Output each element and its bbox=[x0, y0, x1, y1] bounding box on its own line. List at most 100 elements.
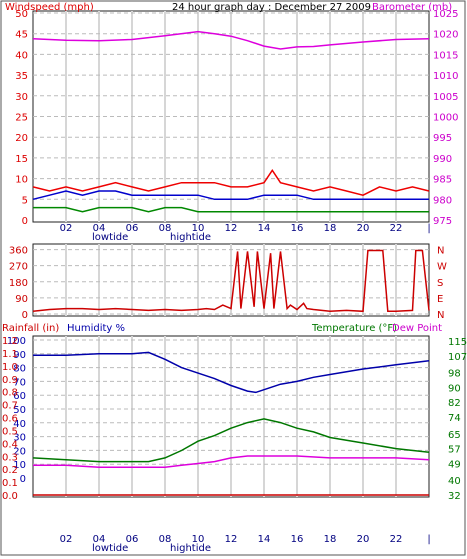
series-line-dew-point bbox=[33, 455, 430, 468]
temperature-tick-label: 82 bbox=[448, 398, 461, 409]
x-tick-label: 04 bbox=[93, 534, 106, 545]
x-tick-label: 18 bbox=[324, 223, 337, 234]
right-tick-label: 1010 bbox=[433, 71, 458, 82]
compass-tick-label: W bbox=[437, 262, 447, 273]
tide-label-low: lowtide bbox=[92, 232, 128, 243]
compass-tick-label: N bbox=[437, 310, 444, 321]
x-tick-label: 04 bbox=[93, 223, 106, 234]
left-tick-label: 25 bbox=[15, 113, 28, 124]
humidity-tick-label: 90 bbox=[13, 350, 26, 361]
humidity-tick-label: 30 bbox=[13, 433, 26, 444]
left-tick-label: 360 bbox=[9, 246, 28, 257]
x-tick-label: 08 bbox=[159, 534, 172, 545]
x-tick-label: 22 bbox=[390, 223, 403, 234]
left-tick-label: 15 bbox=[15, 154, 28, 165]
humidity-tick-label: 80 bbox=[13, 364, 26, 375]
temperature-tick-label: 49 bbox=[448, 459, 461, 470]
rainfall-tick-label: 1.1 bbox=[2, 349, 18, 360]
x-tick-label: | bbox=[427, 534, 430, 545]
temperature-tick-label: 115 bbox=[448, 337, 467, 348]
rainfall-tick-label: 0.0 bbox=[2, 491, 18, 502]
left-tick-label: 30 bbox=[15, 92, 28, 103]
right-tick-label: 1005 bbox=[433, 92, 458, 103]
rainfall-tick-label: 0.6 bbox=[2, 414, 18, 425]
right-tick-label: 980 bbox=[433, 195, 452, 206]
x-tick-label: 08 bbox=[159, 223, 172, 234]
humidity-tick-label: 70 bbox=[13, 377, 26, 388]
temperature-tick-label: 98 bbox=[448, 369, 461, 380]
temperature-tick-label: 40 bbox=[448, 476, 461, 487]
right-tick-label: 975 bbox=[433, 216, 452, 227]
compass-tick-label: E bbox=[437, 294, 443, 305]
tide-label-high: hightide bbox=[170, 543, 211, 554]
temperature-tick-label: 74 bbox=[448, 413, 461, 424]
rainfall-tick-label: 1.0 bbox=[2, 362, 18, 373]
left-tick-label: 0 bbox=[22, 216, 28, 227]
humidity-tick-label: 20 bbox=[13, 446, 26, 457]
temperature-humidity-panel: Rainfall (in) Humidity % Temperature (°F… bbox=[2, 323, 467, 554]
x-tick-label: 02 bbox=[60, 534, 73, 545]
x-tick-label: 06 bbox=[126, 534, 139, 545]
left-tick-label: 10 bbox=[15, 175, 28, 186]
rainfall-tick-label: 0.2 bbox=[2, 465, 18, 476]
left-tick-label: 35 bbox=[15, 71, 28, 82]
series-line-wind-average bbox=[32, 190, 429, 201]
series-line-wind-speed bbox=[33, 206, 429, 213]
rainfall-tick-label: 0.3 bbox=[2, 452, 18, 463]
left-tick-label: 180 bbox=[9, 278, 28, 289]
x-tick-label: 12 bbox=[225, 534, 238, 545]
temperature-tick-label: 90 bbox=[448, 383, 461, 394]
left-tick-label: 50 bbox=[15, 9, 28, 20]
humidity-tick-label: 40 bbox=[13, 419, 26, 430]
series-line-wind-gust bbox=[32, 168, 430, 196]
humidity-tick-label: 100 bbox=[7, 336, 26, 347]
temperature-tick-label: 107 bbox=[448, 352, 467, 363]
right-tick-label: 990 bbox=[433, 154, 452, 165]
series-line-temperature bbox=[32, 418, 430, 463]
tide-label-low: lowtide bbox=[92, 543, 128, 554]
humidity-tick-label: 0 bbox=[20, 474, 26, 485]
humidity-tick-label: 60 bbox=[13, 391, 26, 402]
x-tick-label: 10 bbox=[192, 534, 205, 545]
rainfall-tick-label: 0.7 bbox=[2, 401, 18, 412]
left-tick-label: 0 bbox=[22, 310, 28, 321]
x-tick-label: 10 bbox=[192, 223, 205, 234]
series-line-humidity bbox=[33, 351, 430, 394]
x-tick-label: 22 bbox=[390, 534, 403, 545]
right-tick-label: 1015 bbox=[433, 50, 458, 61]
temperature-tick-label: 57 bbox=[448, 445, 461, 456]
x-tick-label: 02 bbox=[60, 223, 73, 234]
temperature-tick-label: 32 bbox=[448, 491, 461, 502]
rainfall-tick-label: 1.2 bbox=[2, 336, 18, 347]
rainfall-axis-label: Rainfall (in) bbox=[2, 323, 59, 334]
rainfall-tick-label: 0.5 bbox=[2, 426, 18, 437]
series-line-wind-direction bbox=[32, 249, 430, 313]
rainfall-tick-label: 0.9 bbox=[2, 375, 18, 386]
left-axis-label: Windspeed (mph) bbox=[5, 2, 94, 13]
right-tick-label: 1020 bbox=[433, 30, 458, 41]
humidity-tick-label: 50 bbox=[13, 405, 26, 416]
x-tick-label: 06 bbox=[126, 223, 139, 234]
x-tick-label: 16 bbox=[291, 534, 304, 545]
right-tick-label: 1025 bbox=[433, 9, 458, 20]
left-tick-label: 270 bbox=[9, 262, 28, 273]
compass-tick-label: S bbox=[437, 278, 443, 289]
left-tick-label: 90 bbox=[15, 294, 28, 305]
tide-label-high: hightide bbox=[170, 232, 211, 243]
left-tick-label: 20 bbox=[15, 133, 28, 144]
right-axis-label: Barometer (mb) bbox=[372, 2, 452, 13]
series-line-barometer bbox=[32, 30, 430, 50]
x-tick-label: 20 bbox=[357, 223, 370, 234]
compass-tick-label: N bbox=[437, 246, 444, 257]
humidity-axis-label: Humidity % bbox=[67, 323, 125, 334]
temperature-tick-label: 65 bbox=[448, 430, 461, 441]
right-tick-label: 1000 bbox=[433, 113, 458, 124]
rainfall-tick-label: 0.4 bbox=[2, 439, 18, 450]
right-tick-label: 985 bbox=[433, 175, 452, 186]
x-tick-label: 20 bbox=[357, 534, 370, 545]
x-tick-label: | bbox=[427, 223, 430, 234]
x-tick-label: 16 bbox=[291, 223, 304, 234]
left-tick-label: 40 bbox=[15, 50, 28, 61]
